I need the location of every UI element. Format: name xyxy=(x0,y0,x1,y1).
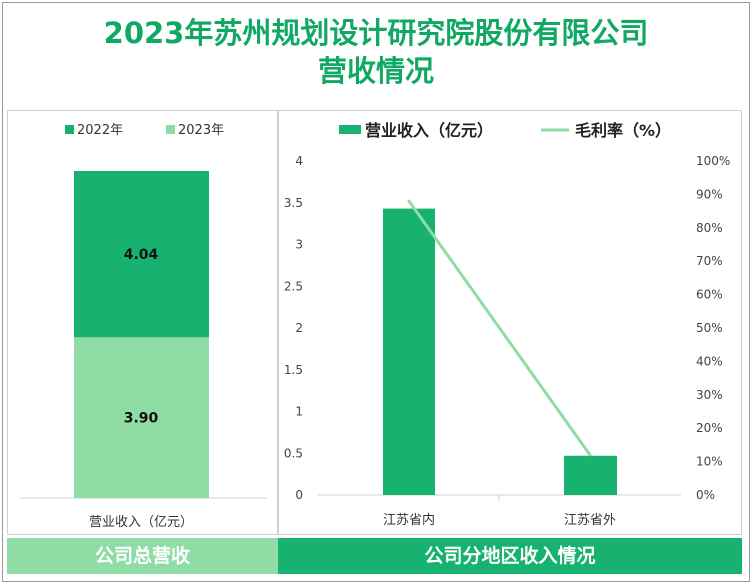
y-right-tick-label: 40% xyxy=(696,354,723,368)
legend-label-2023: 2023年 xyxy=(178,123,224,138)
right-combo-chart: 营业收入（亿元） 毛利率（%） 0 0.5 1 1.5 2 2.5 3 3.5 4 0% 10% 2… xyxy=(284,121,730,528)
data-label-2022: 4.04 xyxy=(124,247,159,263)
legend-label-revenue: 营业收入（亿元） xyxy=(365,121,493,140)
data-label-2023: 3.90 xyxy=(124,411,159,427)
y-right-tick-label: 0% xyxy=(696,488,715,502)
footer-left-bar: 公司总营收 xyxy=(7,538,278,574)
y-right-tick-label: 60% xyxy=(696,288,723,302)
footer-right-label: 公司分地区收入情况 xyxy=(424,545,596,567)
y-left-tick-label: 0.5 xyxy=(284,446,303,460)
bar-2023 xyxy=(74,337,209,498)
legend-swatch-2023 xyxy=(166,125,175,134)
left-stacked-bar-chart: 2022年 2023年 4.04 3.90 营业收入（亿元） xyxy=(20,123,267,530)
x-category-jiangsu-outer: 江苏省外 xyxy=(564,512,616,528)
y-right-tick-label: 80% xyxy=(696,221,723,235)
y-left-tick-label: 4 xyxy=(295,154,303,168)
left-x-category-label: 营业收入（亿元） xyxy=(89,515,193,530)
bar-jiangsu-inner xyxy=(383,208,435,495)
right-chart-panel: 营业收入（亿元） 毛利率（%） 0 0.5 1 1.5 2 2.5 3 3.5 4 0% 10% 2… xyxy=(278,110,742,535)
footer-right-bar: 公司分地区收入情况 xyxy=(278,538,742,574)
y-right-tick-label: 20% xyxy=(696,421,723,435)
y-left-tick-label: 1.5 xyxy=(284,363,303,377)
left-chart-panel: 2022年 2023年 4.04 3.90 营业收入（亿元） xyxy=(7,110,278,535)
legend-label-2022: 2022年 xyxy=(77,123,123,138)
y-right-tick-label: 30% xyxy=(696,388,723,402)
y-left-tick-label: 3.5 xyxy=(284,196,303,210)
y-right-tick-label: 10% xyxy=(696,455,723,469)
title-line-1: 2023年苏州规划设计研究院股份有限公司 xyxy=(103,16,649,50)
y-left-tick-label: 2.5 xyxy=(284,279,303,293)
title-line-2: 营收情况 xyxy=(317,54,434,88)
y-left-tick-label: 1 xyxy=(295,405,303,419)
x-category-jiangsu-inner: 江苏省内 xyxy=(383,512,435,528)
y-right-tick-label: 100% xyxy=(696,154,730,168)
y-axis-right-ticks: 0% 10% 20% 30% 40% 50% 60% 70% 80% 90% 100% xyxy=(696,154,730,502)
legend-swatch-revenue xyxy=(339,125,361,134)
chart-title: 2023年苏州规划设计研究院股份有限公司 营收情况 xyxy=(0,14,752,90)
y-right-tick-label: 70% xyxy=(696,254,723,268)
y-left-tick-label: 3 xyxy=(295,238,303,252)
y-axis-left-ticks: 0 0.5 1 1.5 2 2.5 3 3.5 4 xyxy=(284,154,303,502)
y-left-tick-label: 2 xyxy=(295,321,303,335)
y-right-tick-label: 50% xyxy=(696,321,723,335)
bar-2022 xyxy=(74,171,209,338)
footer-left-label: 公司总营收 xyxy=(94,545,190,567)
y-left-tick-label: 0 xyxy=(295,488,303,502)
gross-margin-line xyxy=(407,199,592,457)
y-right-tick-label: 90% xyxy=(696,187,723,201)
bar-jiangsu-outer xyxy=(564,455,617,495)
legend-label-margin: 毛利率（%） xyxy=(575,121,671,140)
legend-swatch-2022 xyxy=(65,125,74,134)
